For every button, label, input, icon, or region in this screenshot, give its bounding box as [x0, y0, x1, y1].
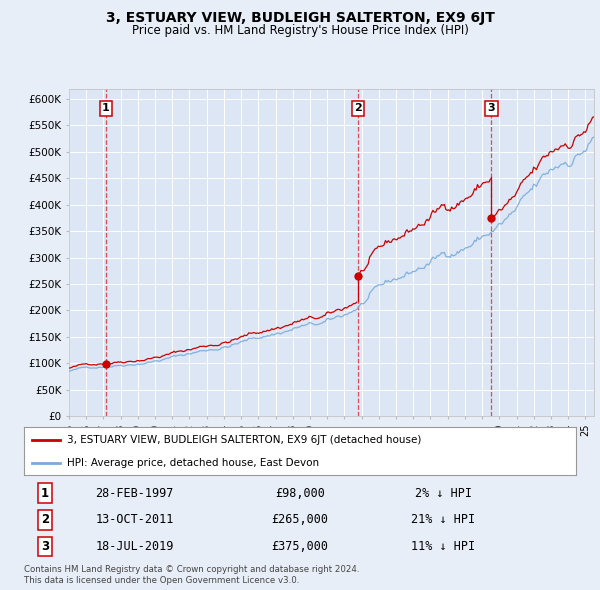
Text: 3: 3	[488, 103, 495, 113]
Text: 11% ↓ HPI: 11% ↓ HPI	[412, 540, 476, 553]
Text: 21% ↓ HPI: 21% ↓ HPI	[412, 513, 476, 526]
Text: £265,000: £265,000	[271, 513, 329, 526]
Text: £375,000: £375,000	[271, 540, 329, 553]
Text: £98,000: £98,000	[275, 487, 325, 500]
Text: 28-FEB-1997: 28-FEB-1997	[95, 487, 173, 500]
Text: 3, ESTUARY VIEW, BUDLEIGH SALTERTON, EX9 6JT: 3, ESTUARY VIEW, BUDLEIGH SALTERTON, EX9…	[106, 11, 494, 25]
Text: HPI: Average price, detached house, East Devon: HPI: Average price, detached house, East…	[67, 458, 319, 468]
Text: 1: 1	[41, 487, 49, 500]
Text: 1: 1	[102, 103, 110, 113]
Text: 3, ESTUARY VIEW, BUDLEIGH SALTERTON, EX9 6JT (detached house): 3, ESTUARY VIEW, BUDLEIGH SALTERTON, EX9…	[67, 435, 421, 445]
Text: 2: 2	[41, 513, 49, 526]
Text: 13-OCT-2011: 13-OCT-2011	[95, 513, 173, 526]
Text: 18-JUL-2019: 18-JUL-2019	[95, 540, 173, 553]
Text: 2: 2	[354, 103, 362, 113]
Text: 2% ↓ HPI: 2% ↓ HPI	[415, 487, 472, 500]
Text: Contains HM Land Registry data © Crown copyright and database right 2024.
This d: Contains HM Land Registry data © Crown c…	[24, 565, 359, 585]
Text: 3: 3	[41, 540, 49, 553]
Text: Price paid vs. HM Land Registry's House Price Index (HPI): Price paid vs. HM Land Registry's House …	[131, 24, 469, 37]
